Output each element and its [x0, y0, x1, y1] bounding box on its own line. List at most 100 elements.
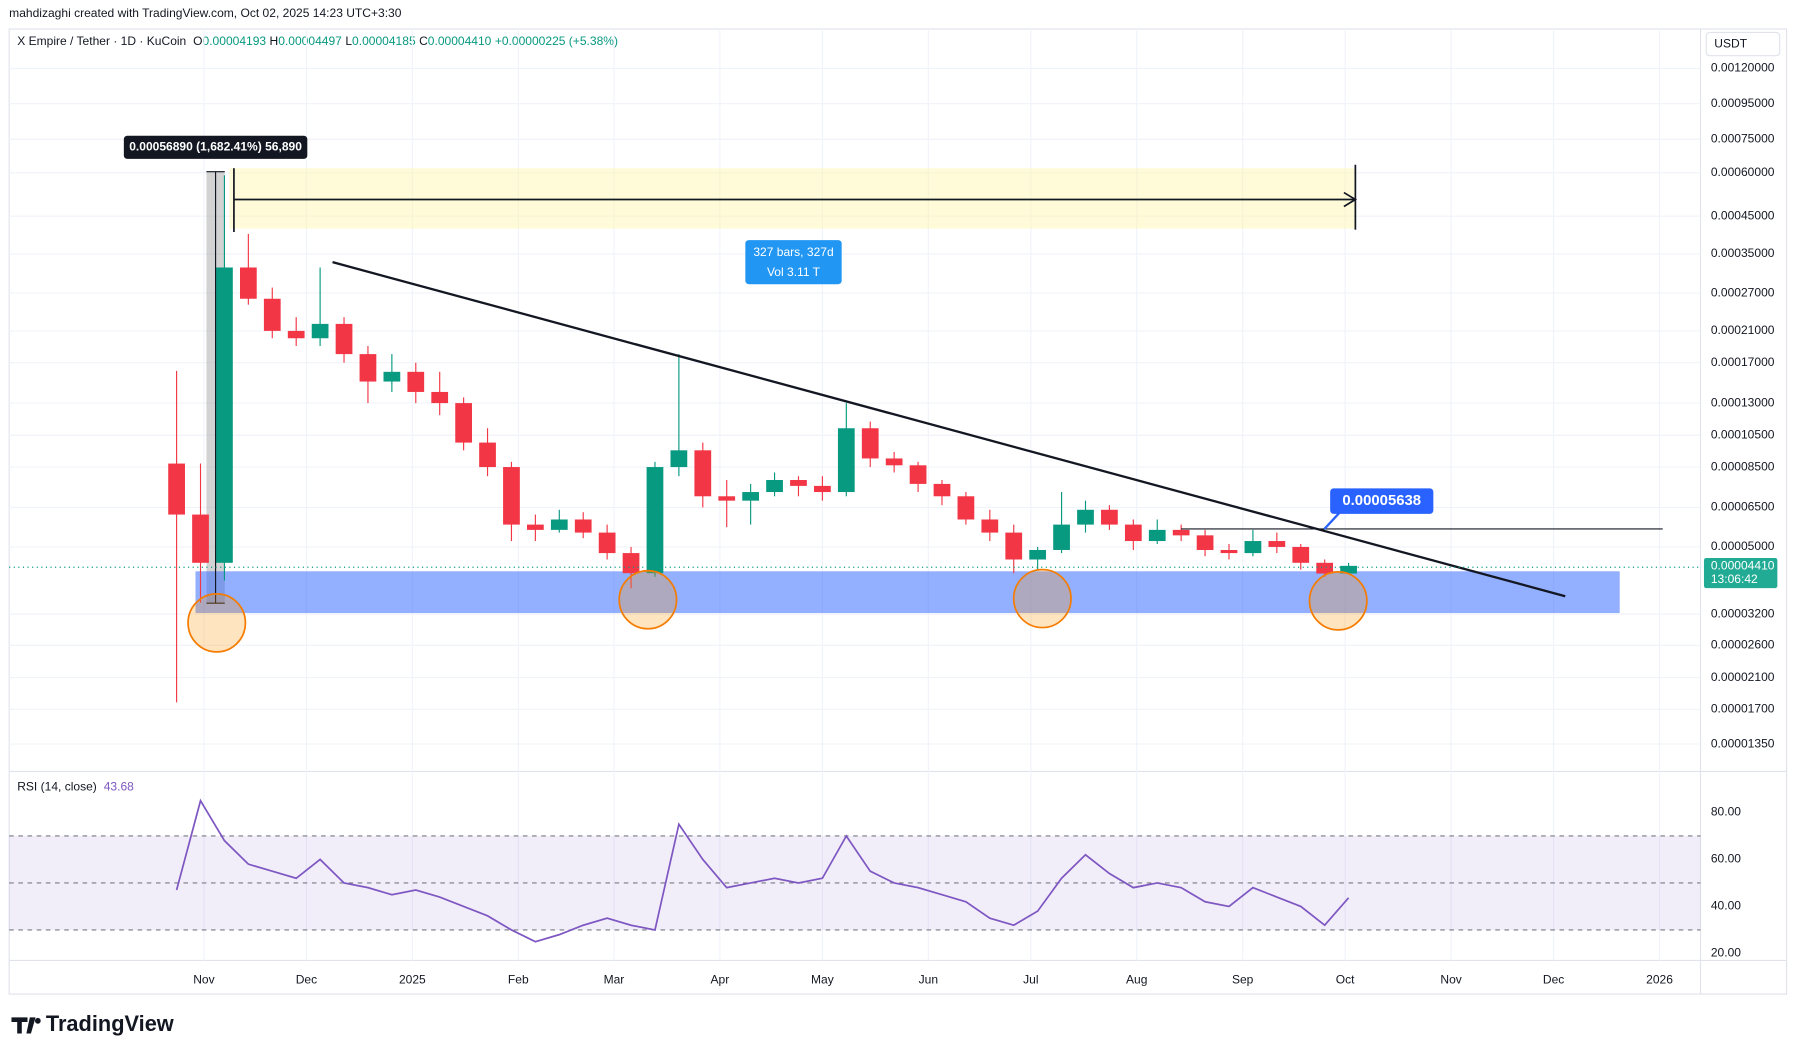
rsi-title: RSI (14, close) 43.68: [17, 780, 134, 794]
highlight-circle: [1308, 571, 1368, 631]
rsi-name: RSI (14, close): [17, 780, 97, 794]
candle-body: [766, 479, 783, 493]
candle-body: [407, 371, 425, 392]
y-tick-label: 40.00: [1711, 899, 1741, 913]
x-tick-label: 2026: [1646, 972, 1673, 986]
candle-body: [1124, 524, 1142, 542]
ohlc-value: 0.00004185: [352, 34, 416, 48]
y-tick-label: 0.00008500: [1711, 459, 1775, 473]
candle-body: [550, 519, 568, 530]
candle-body: [311, 323, 329, 339]
candle-body: [694, 450, 712, 497]
last-price: 0.00004410: [1711, 558, 1775, 572]
y-tick-label: 0.00013000: [1711, 395, 1775, 409]
candle-body: [503, 467, 520, 525]
candle-body: [1340, 565, 1357, 574]
candle-body: [814, 485, 831, 493]
y-tick-label: 0.00120000: [1711, 61, 1775, 75]
callout-box: [1330, 488, 1434, 514]
candle-body: [1101, 509, 1118, 525]
footer-logo: [11, 1017, 41, 1034]
x-tick-label: Sep: [1232, 972, 1254, 986]
rsi-line: [175, 798, 1350, 943]
range-label-box: [745, 240, 842, 285]
y-tick-label: 0.00006500: [1711, 500, 1775, 514]
x-tick-label: 2025: [399, 972, 426, 986]
y-tick-label: 0.00010500: [1711, 427, 1775, 441]
candle-body: [837, 428, 855, 493]
candle-body: [359, 354, 377, 382]
candle-body: [670, 450, 688, 468]
candle-body: [383, 371, 401, 382]
candle-body: [885, 458, 903, 466]
candle-body: [646, 467, 664, 574]
arrow-head: [1343, 191, 1358, 208]
y-tick-label: 80.00: [1711, 805, 1741, 819]
candle-body: [933, 483, 951, 497]
y-tick-label: 0.00035000: [1711, 246, 1775, 260]
candle-body: [1172, 529, 1190, 536]
y-tick-label: 0.00045000: [1711, 208, 1775, 222]
attribution: mahdizaghi created with TradingView.com,…: [9, 6, 402, 20]
rsi-last: 43.68: [104, 780, 134, 794]
ohlc-label: H: [270, 34, 279, 48]
ohlc-value: 0.00004497: [278, 34, 342, 48]
candle-body: [1053, 524, 1070, 550]
brand: TradingView: [46, 1011, 175, 1036]
y-tick-label: 0.00060000: [1711, 165, 1775, 179]
frame: [8, 28, 1788, 995]
candle-body: [192, 514, 209, 563]
change: +0.00000225 (+5.38%): [495, 34, 618, 48]
y-tick-label: 0.00027000: [1711, 285, 1775, 299]
y-tick-label: 20.00: [1711, 946, 1741, 960]
candle-body: [790, 479, 807, 486]
candle-body: [598, 532, 616, 554]
range-bars: 327 bars, 327d: [753, 245, 833, 259]
candle-body: [1220, 549, 1238, 554]
candle-body: [479, 442, 496, 468]
x-tick-label: Oct: [1336, 972, 1355, 986]
x-tick-label: Feb: [508, 972, 529, 986]
trendline: [332, 261, 1566, 598]
candle-body: [431, 391, 449, 404]
x-tick-label: Aug: [1126, 972, 1147, 986]
candle-body: [909, 465, 927, 484]
last-price-box: [1703, 557, 1778, 589]
x-tick-label: Jun: [919, 972, 938, 986]
currency-box[interactable]: [1705, 31, 1781, 57]
y-tick-label: 0.00075000: [1711, 131, 1775, 145]
candle-body: [1244, 541, 1262, 554]
ohlc-label: C: [419, 34, 428, 48]
candle-body: [527, 524, 544, 530]
x-tick-label: May: [811, 972, 835, 986]
candle-body: [1268, 541, 1286, 547]
x-tick-label: Jul: [1023, 972, 1038, 986]
candle-body: [1005, 532, 1023, 560]
ohlc-label: L: [345, 34, 352, 48]
countdown: 13:06:42: [1711, 572, 1758, 586]
logo-mark: [11, 1017, 36, 1034]
measure-label: 0.00056890 (1,682.41%) 56,890: [129, 139, 302, 153]
y-tick-label: 0.00001350: [1711, 736, 1775, 750]
support-zone: [195, 571, 1620, 614]
x-tick-label: Dec: [1543, 972, 1564, 986]
x-tick-label: Nov: [193, 972, 215, 986]
y-tick-label: 0.00002600: [1711, 638, 1775, 652]
y-tick-label: 0.00002100: [1711, 670, 1775, 684]
x-tick-label: Apr: [711, 972, 730, 986]
candle-body: [335, 323, 353, 355]
price-callout: 0.00005638: [1342, 492, 1421, 509]
y-tick-label: 0.00003200: [1711, 606, 1775, 620]
candle-body: [1292, 546, 1310, 563]
candle-body: [622, 553, 640, 574]
candle-body: [1196, 535, 1214, 550]
ohlc-value: 0.00004410: [428, 34, 492, 48]
candle-body: [1077, 509, 1094, 525]
candle-body: [742, 492, 760, 501]
y-tick-label: 0.00017000: [1711, 355, 1775, 369]
range-volume: Vol 3.11 T: [767, 265, 821, 279]
candle-body: [168, 463, 185, 515]
x-tick-label: Dec: [296, 972, 317, 986]
candle-body: [216, 267, 233, 563]
